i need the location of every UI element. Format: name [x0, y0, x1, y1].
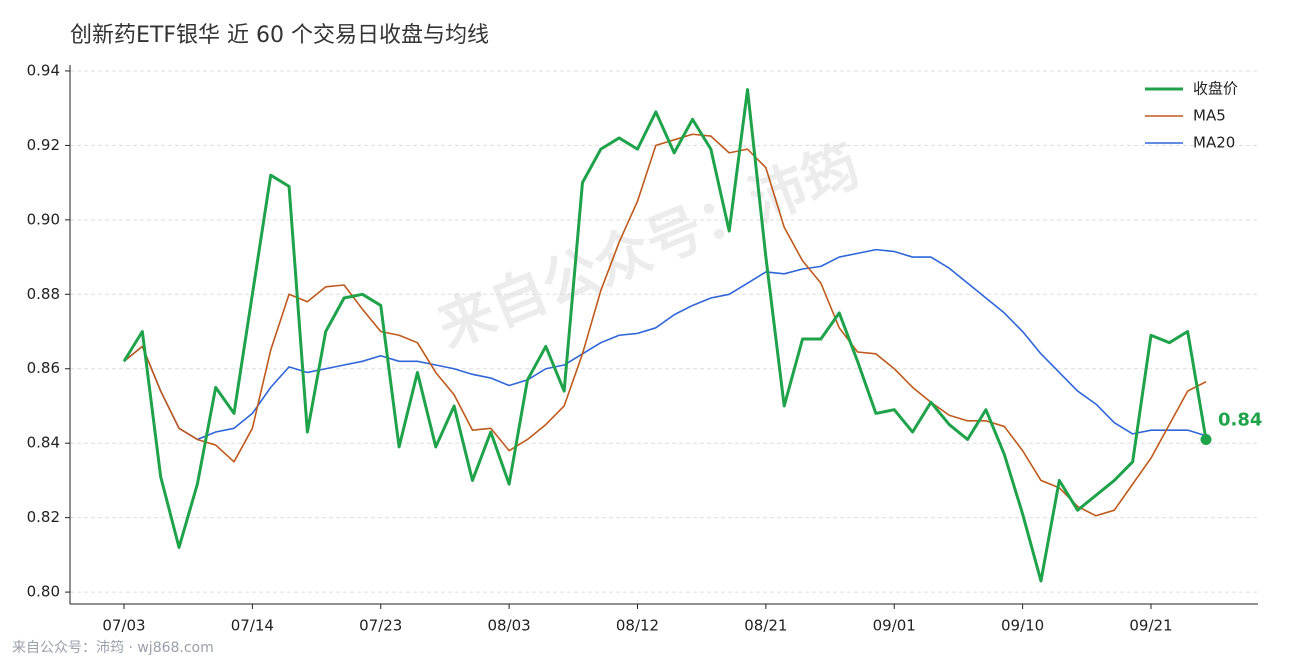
x-tick-label: 08/03	[488, 617, 531, 635]
x-tick-label: 09/21	[1129, 617, 1172, 635]
y-tick-label: 0.90	[27, 210, 60, 228]
end-point	[1200, 433, 1212, 445]
series-line	[122, 88, 1208, 583]
x-tick-label: 08/12	[616, 617, 659, 635]
footer: 来自公众号：沛筠 · wj868.com	[12, 639, 214, 656]
y-tick-label: 0.92	[27, 136, 60, 154]
x-tick-label: 08/21	[744, 617, 787, 635]
chart-title: 创新药ETF银华 近 60 个交易日收盘与均线	[70, 23, 489, 48]
y-tick-label: 0.94	[27, 61, 60, 79]
y-tick-label: 0.80	[27, 583, 60, 601]
data-label: 0.84	[1218, 409, 1262, 430]
x-tick-label: 07/03	[102, 617, 145, 635]
y-tick-label: 0.86	[27, 359, 60, 377]
y-tick-label: 0.88	[27, 285, 60, 303]
legend-label: MA20	[1193, 134, 1235, 152]
y-tick-label: 0.82	[27, 508, 60, 526]
x-tick-label: 07/23	[359, 617, 402, 635]
x-tick-label: 09/10	[1001, 617, 1044, 635]
legend-label: MA5	[1193, 107, 1226, 125]
series-line	[123, 248, 1207, 441]
legend-label: 收盘价	[1193, 80, 1238, 98]
series-line	[123, 133, 1207, 517]
y-tick-label: 0.84	[27, 434, 60, 452]
x-tick-label: 09/01	[873, 617, 916, 635]
x-tick-label: 07/14	[231, 617, 274, 635]
